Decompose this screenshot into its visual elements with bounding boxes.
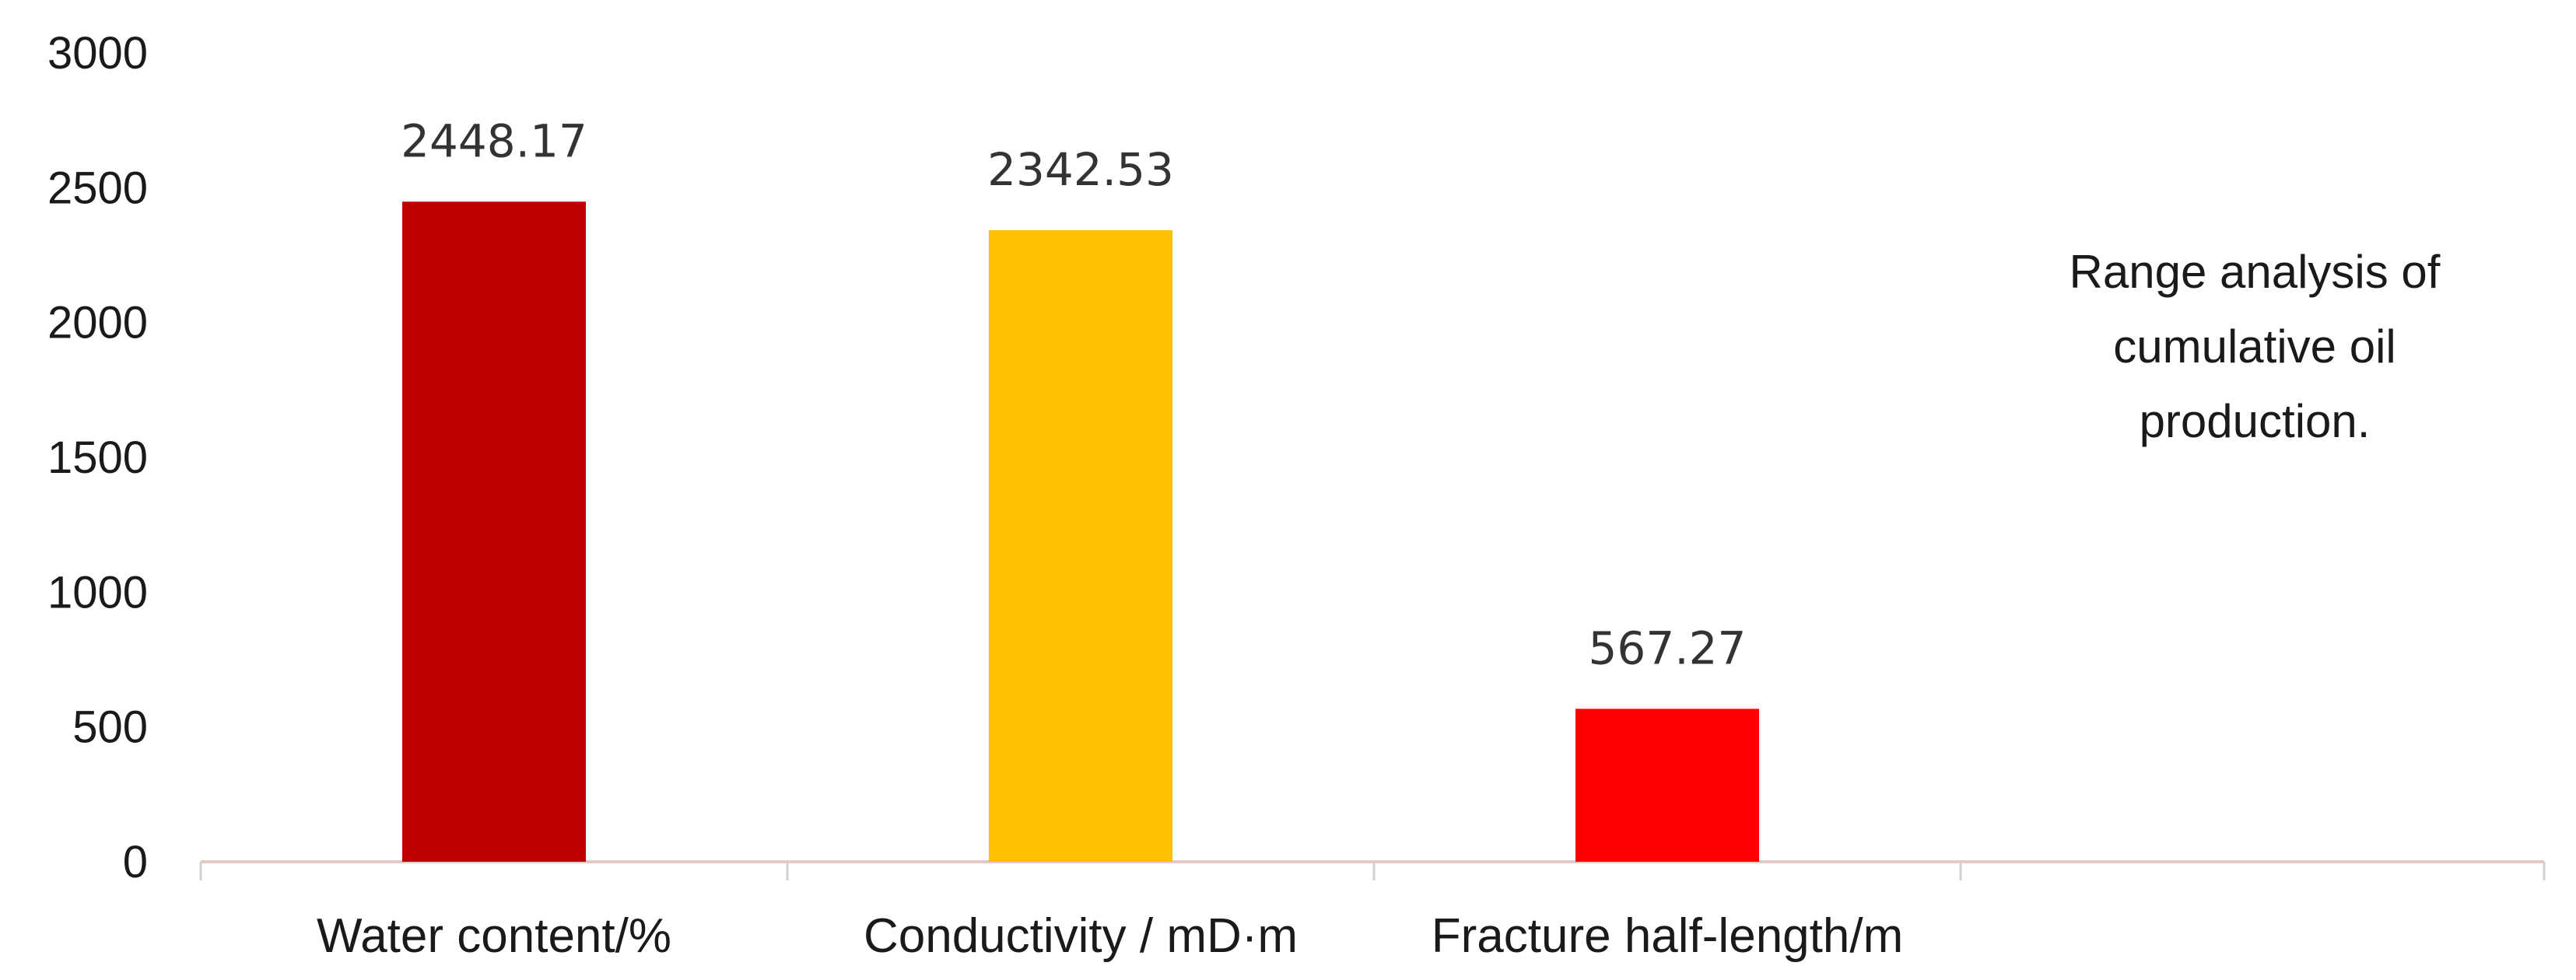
- annotation-line: cumulative oil: [2113, 320, 2396, 373]
- y-tick-label: 2000: [47, 298, 148, 348]
- y-tick-label: 1000: [47, 567, 148, 618]
- data-labels: 2448.17 2342.53 567.27: [401, 114, 1746, 674]
- y-tick-label: 1500: [47, 432, 148, 483]
- x-axis: [199, 860, 2546, 880]
- data-label: 2448.17: [401, 114, 587, 167]
- category-labels: Water content/% Conductivity / mD·m Fractu…: [317, 909, 1903, 963]
- bar: [1575, 709, 1759, 862]
- bar: [402, 201, 586, 863]
- bar: [989, 229, 1172, 862]
- y-tick-label: 2500: [47, 163, 148, 213]
- y-axis-tick-labels: 0 500 1000 1500 2000 2500 3000: [47, 28, 148, 887]
- annotation-line: Range analysis of: [2070, 246, 2441, 298]
- y-tick-label: 500: [72, 702, 148, 753]
- y-tick-label: 0: [123, 837, 148, 887]
- y-tick-label: 3000: [47, 28, 148, 79]
- bars: [402, 201, 1759, 863]
- x-tick-label: Fracture half-length/m: [1432, 909, 1903, 963]
- chart-annotation: Range analysis of cumulative oil productio…: [2070, 246, 2441, 447]
- x-tick-label: Conductivity / mD·m: [864, 909, 1298, 963]
- x-tick-label: Water content/%: [317, 909, 671, 963]
- data-label: 567.27: [1589, 621, 1747, 674]
- data-label: 2342.53: [987, 143, 1174, 196]
- annotation-line: production.: [2140, 395, 2371, 447]
